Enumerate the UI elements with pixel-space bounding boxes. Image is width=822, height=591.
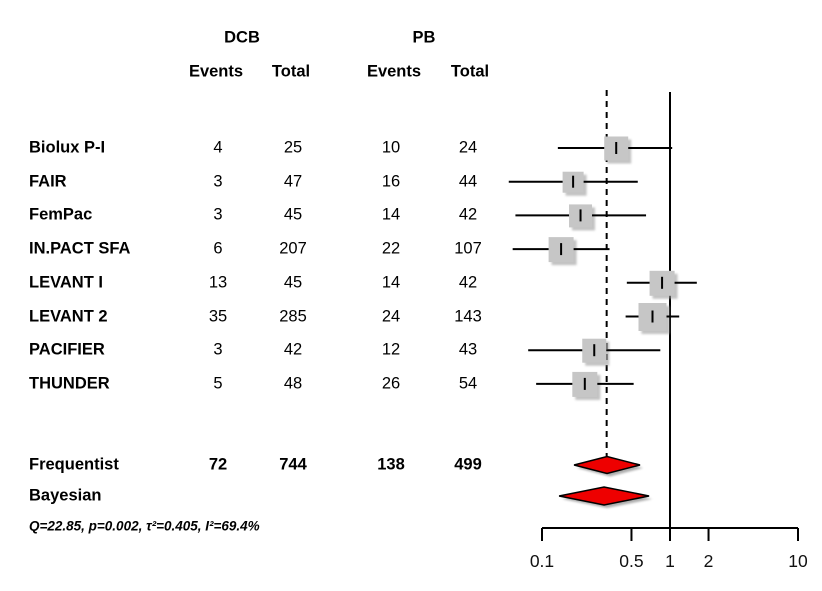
study-label: LEVANT 2 [29, 307, 108, 325]
pb-events-value: 14 [381, 205, 401, 224]
dcb-total-total: 744 [279, 455, 307, 474]
dcb-events-value: 35 [208, 307, 228, 325]
dcb-total-value: 42 [283, 340, 303, 359]
pb-events-value: 24 [381, 307, 401, 325]
x-axis-tick-label: 0.5 [619, 551, 643, 571]
dcb-total-value: 48 [283, 374, 303, 393]
heterogeneity-stats: Q=22.85, p=0.002, τ²=0.405, I²=69.4% [29, 518, 260, 534]
dcb-total-value: 45 [283, 205, 303, 224]
study-label: FAIR [29, 172, 67, 191]
pb-events-value: 26 [381, 374, 401, 393]
dcb-events-value: 3 [213, 205, 223, 224]
bayesian-diamond [558, 486, 650, 506]
pb-events-value: 10 [381, 138, 401, 157]
dcb-events-value: 3 [213, 340, 223, 359]
dcb-events-value: 5 [213, 374, 223, 393]
pb-total-value: 107 [454, 239, 482, 258]
pb-total-header: Total [450, 62, 490, 81]
study-label: THUNDER [29, 374, 110, 393]
x-axis-tick-label: 10 [788, 551, 808, 571]
study-label: FemPac [29, 205, 93, 224]
pb-total-value: 54 [458, 374, 478, 393]
study-label: IN.PACT SFA [29, 239, 131, 258]
dcb-total-value: 285 [279, 307, 307, 325]
dcb-events-total: 72 [208, 455, 228, 474]
dcb-total-header: Total [271, 62, 311, 81]
dcb-total-value: 47 [283, 172, 303, 191]
study-label: LEVANT I [29, 273, 103, 292]
pb-total-value: 42 [458, 205, 478, 224]
study-label: PACIFIER [29, 340, 105, 359]
pb-events-value: 14 [381, 273, 401, 292]
dcb-events-value: 6 [213, 239, 223, 258]
x-axis-tick-label: 0.1 [530, 551, 554, 571]
pb-total-value: 43 [458, 340, 478, 359]
pb-events-value: 16 [381, 172, 401, 191]
dcb-total-value: 207 [279, 239, 307, 258]
dcb-total-value: 45 [283, 273, 303, 292]
pb-total-value: 24 [458, 138, 478, 157]
x-axis-tick-label: 1 [665, 551, 675, 571]
dcb-events-value: 13 [208, 273, 228, 292]
pb-events-value: 12 [381, 340, 401, 359]
pb-events-value: 22 [381, 239, 401, 258]
dcb-events-value: 4 [213, 138, 223, 157]
x-axis-tick-label: 2 [704, 551, 714, 571]
dcb-total-value: 25 [283, 138, 303, 157]
summary-label: Bayesian [29, 486, 102, 505]
dcb-events-value: 3 [213, 172, 223, 191]
pb-events-total: 138 [377, 455, 405, 474]
pb-events-header: Events [366, 62, 422, 81]
dcb-group-header: DCB [224, 28, 260, 47]
pb-total-value: 143 [454, 307, 482, 325]
pb-total-value: 42 [458, 273, 478, 292]
pb-total-value: 44 [458, 172, 478, 191]
pb-total-total: 499 [454, 455, 482, 474]
frequentist-diamond [573, 455, 641, 475]
summary-label: Frequentist [29, 455, 119, 474]
dcb-events-header: Events [188, 62, 244, 81]
study-label: Biolux P-I [29, 138, 106, 157]
pb-group-header: PB [412, 28, 436, 47]
